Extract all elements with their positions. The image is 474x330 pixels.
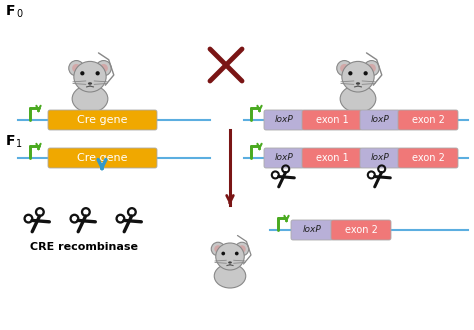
Ellipse shape xyxy=(337,60,352,76)
FancyBboxPatch shape xyxy=(360,148,400,168)
Text: F: F xyxy=(6,4,16,18)
Ellipse shape xyxy=(216,243,244,270)
Ellipse shape xyxy=(72,85,108,113)
Ellipse shape xyxy=(221,251,225,255)
Ellipse shape xyxy=(342,61,374,92)
Text: loxP: loxP xyxy=(302,225,321,235)
Text: F: F xyxy=(6,134,16,148)
Text: exon 2: exon 2 xyxy=(411,115,445,125)
Ellipse shape xyxy=(238,245,246,253)
FancyBboxPatch shape xyxy=(302,110,362,130)
Ellipse shape xyxy=(235,251,238,255)
Text: Cre gene: Cre gene xyxy=(77,153,128,163)
Text: 1: 1 xyxy=(16,139,22,149)
Ellipse shape xyxy=(340,85,376,113)
Ellipse shape xyxy=(211,242,225,256)
Ellipse shape xyxy=(228,261,232,264)
Ellipse shape xyxy=(364,60,379,76)
Ellipse shape xyxy=(214,245,222,253)
Text: Cre gene: Cre gene xyxy=(77,115,128,125)
Text: CRE recombinase: CRE recombinase xyxy=(30,242,138,252)
FancyBboxPatch shape xyxy=(360,110,400,130)
Ellipse shape xyxy=(340,64,349,73)
Ellipse shape xyxy=(69,60,84,76)
Ellipse shape xyxy=(364,71,368,76)
Ellipse shape xyxy=(88,82,92,85)
Text: loxP: loxP xyxy=(274,153,293,162)
Ellipse shape xyxy=(367,64,376,73)
Ellipse shape xyxy=(348,71,353,76)
FancyBboxPatch shape xyxy=(398,110,458,130)
Text: loxP: loxP xyxy=(274,115,293,124)
Text: 0: 0 xyxy=(16,9,22,19)
Text: exon 2: exon 2 xyxy=(345,225,377,235)
Text: loxP: loxP xyxy=(371,153,389,162)
Ellipse shape xyxy=(100,64,108,73)
FancyBboxPatch shape xyxy=(48,148,157,168)
FancyBboxPatch shape xyxy=(302,148,362,168)
Ellipse shape xyxy=(80,71,84,76)
Ellipse shape xyxy=(96,60,111,76)
FancyBboxPatch shape xyxy=(48,110,157,130)
FancyBboxPatch shape xyxy=(331,220,391,240)
FancyBboxPatch shape xyxy=(264,148,304,168)
FancyBboxPatch shape xyxy=(264,110,304,130)
Text: exon 1: exon 1 xyxy=(316,115,348,125)
Ellipse shape xyxy=(72,64,81,73)
Text: exon 2: exon 2 xyxy=(411,153,445,163)
FancyBboxPatch shape xyxy=(291,220,333,240)
Ellipse shape xyxy=(96,71,100,76)
Ellipse shape xyxy=(74,61,106,92)
Ellipse shape xyxy=(356,82,360,85)
FancyBboxPatch shape xyxy=(398,148,458,168)
Ellipse shape xyxy=(214,264,246,288)
Ellipse shape xyxy=(235,242,249,256)
Text: loxP: loxP xyxy=(371,115,389,124)
Text: exon 1: exon 1 xyxy=(316,153,348,163)
